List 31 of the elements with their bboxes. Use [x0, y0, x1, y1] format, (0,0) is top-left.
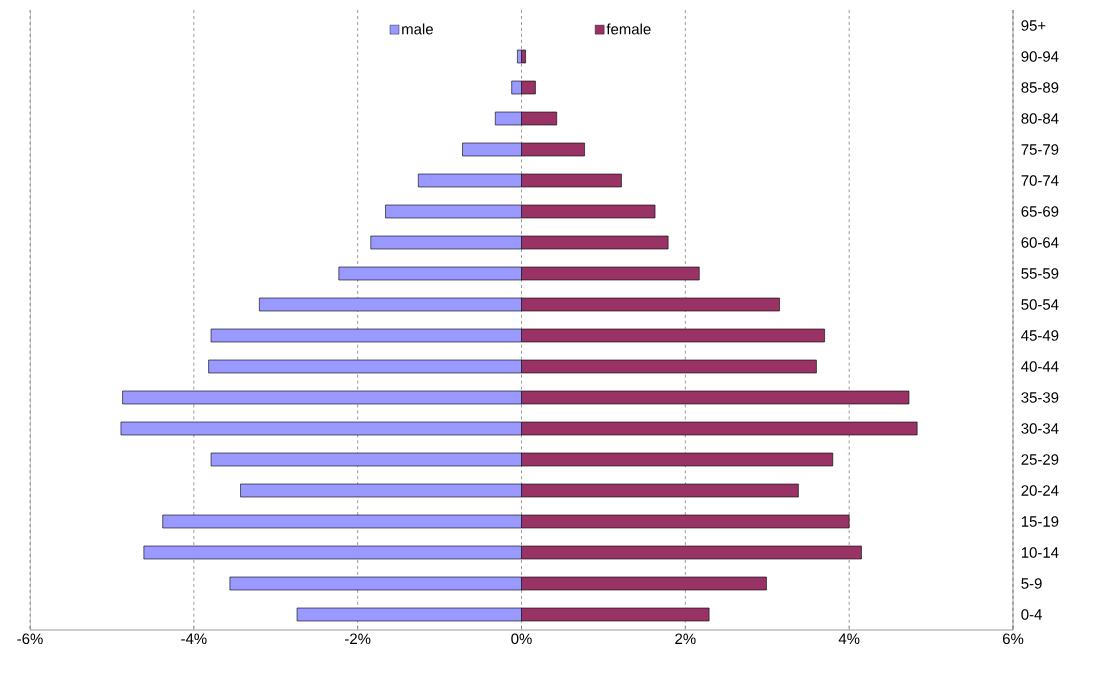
x-tick-label: 6% — [1002, 633, 1024, 645]
x-tick-label: -6% — [17, 633, 43, 645]
y-tick-label: 20-24 — [1021, 485, 1059, 496]
x-tick-label: -4% — [181, 633, 207, 644]
y-tick-label: 90-94 — [1021, 51, 1059, 62]
x-tick-label: 0% — [511, 633, 532, 645]
x-tick-label: -2% — [345, 633, 371, 645]
y-tick-label: 60-64 — [1021, 237, 1059, 248]
y-tick-label: 15-19 — [1021, 516, 1059, 527]
y-tick-label: 70-74 — [1021, 175, 1059, 186]
y-tick-label: 95+ — [1021, 20, 1046, 31]
y-tick-label: 30-34 — [1021, 423, 1059, 434]
legend-label: female — [606, 23, 651, 35]
y-tick-label: 55-59 — [1021, 268, 1059, 279]
bar — [521, 49, 526, 64]
y-tick-label: 85-89 — [1021, 82, 1059, 93]
x-tick-label: 4% — [838, 633, 860, 644]
y-tick-label: 25-29 — [1021, 454, 1059, 465]
y-tick-label: 75-79 — [1021, 144, 1059, 155]
x-tick-label: 2% — [675, 633, 696, 645]
y-tick-label: 40-44 — [1021, 361, 1059, 372]
bar — [517, 49, 522, 64]
y-tick-label: 65-69 — [1021, 206, 1059, 217]
legend-label: male — [402, 23, 433, 35]
y-tick-label: 0-4 — [1021, 609, 1042, 620]
y-tick-label: 80-84 — [1021, 113, 1059, 124]
y-tick-label: 45-49 — [1021, 330, 1059, 341]
y-tick-label: 5-9 — [1021, 578, 1042, 589]
y-tick-label: 35-39 — [1021, 392, 1059, 403]
y-tick-label: 10-14 — [1021, 547, 1059, 558]
y-tick-label: 50-54 — [1021, 299, 1059, 310]
